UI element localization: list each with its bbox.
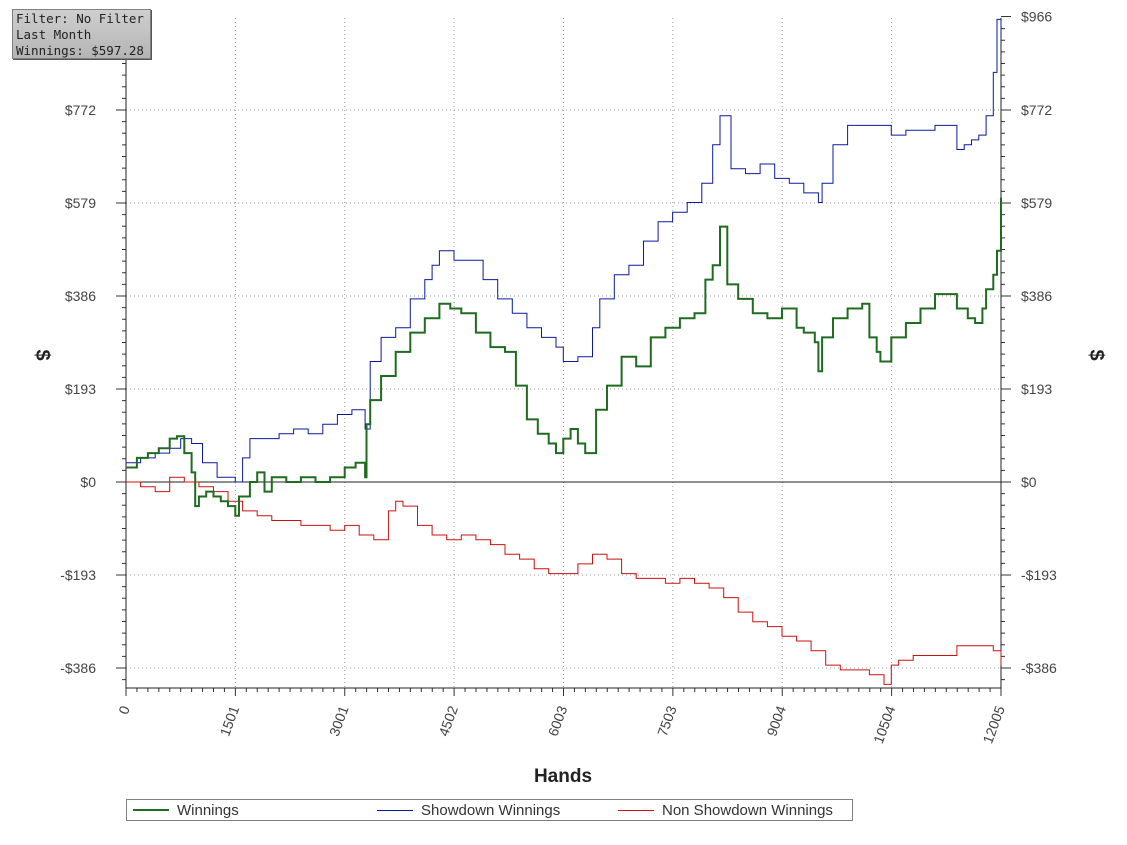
legend-label-winnings: Winnings <box>177 801 239 819</box>
y-tick-label-right: $193 <box>1021 381 1052 397</box>
y-axis-label-left: $ <box>31 349 53 360</box>
series-line-showdown-winnings <box>126 18 1002 483</box>
y-tick-label-left: $579 <box>65 195 96 211</box>
legend-swatch-showdown <box>377 809 413 811</box>
filter-info-box: Filter: No Filter Last Month Winnings: $… <box>12 9 151 59</box>
series-line-non-showdown-winnings <box>126 476 1002 685</box>
series-lines <box>126 18 1002 685</box>
tick-labels: 0 1501 3001 4502 6003 7503 9004 10504 12005$966$… <box>60 9 1057 746</box>
legend-swatch-winnings <box>133 809 169 811</box>
legend-swatch-non-showdown <box>618 809 654 811</box>
y-tick-label-right: $966 <box>1021 9 1052 25</box>
y-tick-label-right: $0 <box>1021 474 1037 490</box>
legend-item-winnings: Winnings <box>127 800 239 820</box>
y-tick-label-left: $193 <box>65 381 96 397</box>
y-axis-label-right: $ <box>1085 349 1107 360</box>
legend-item-showdown: Showdown Winnings <box>371 800 560 820</box>
y-tick-label-right: $386 <box>1021 288 1052 304</box>
y-tick-label-right: -$193 <box>1021 567 1057 583</box>
period-text: Last Month <box>16 27 92 42</box>
y-tick-label-left: -$193 <box>60 567 96 583</box>
legend-label-non-showdown: Non Showdown Winnings <box>662 801 833 819</box>
axes <box>116 16 1011 696</box>
chart-legend: Winnings Showdown Winnings Non Showdown … <box>126 799 853 821</box>
y-tick-label-right: -$386 <box>1021 660 1057 676</box>
series-line-winnings <box>126 197 1002 517</box>
y-tick-label-left: -$386 <box>60 660 96 676</box>
winnings-text: Winnings: $597.28 <box>16 43 144 58</box>
x-axis-label: Hands <box>534 766 592 787</box>
legend-label-showdown: Showdown Winnings <box>421 801 561 819</box>
y-tick-label-left: $386 <box>65 288 96 304</box>
y-tick-label-left: $0 <box>80 474 96 490</box>
y-tick-label-left: $772 <box>65 102 96 118</box>
filter-text: Filter: No Filter <box>16 11 144 26</box>
y-tick-label-right: $772 <box>1021 102 1052 118</box>
y-tick-label-right: $579 <box>1021 195 1052 211</box>
legend-item-non-showdown: Non Showdown Winnings <box>612 800 833 820</box>
